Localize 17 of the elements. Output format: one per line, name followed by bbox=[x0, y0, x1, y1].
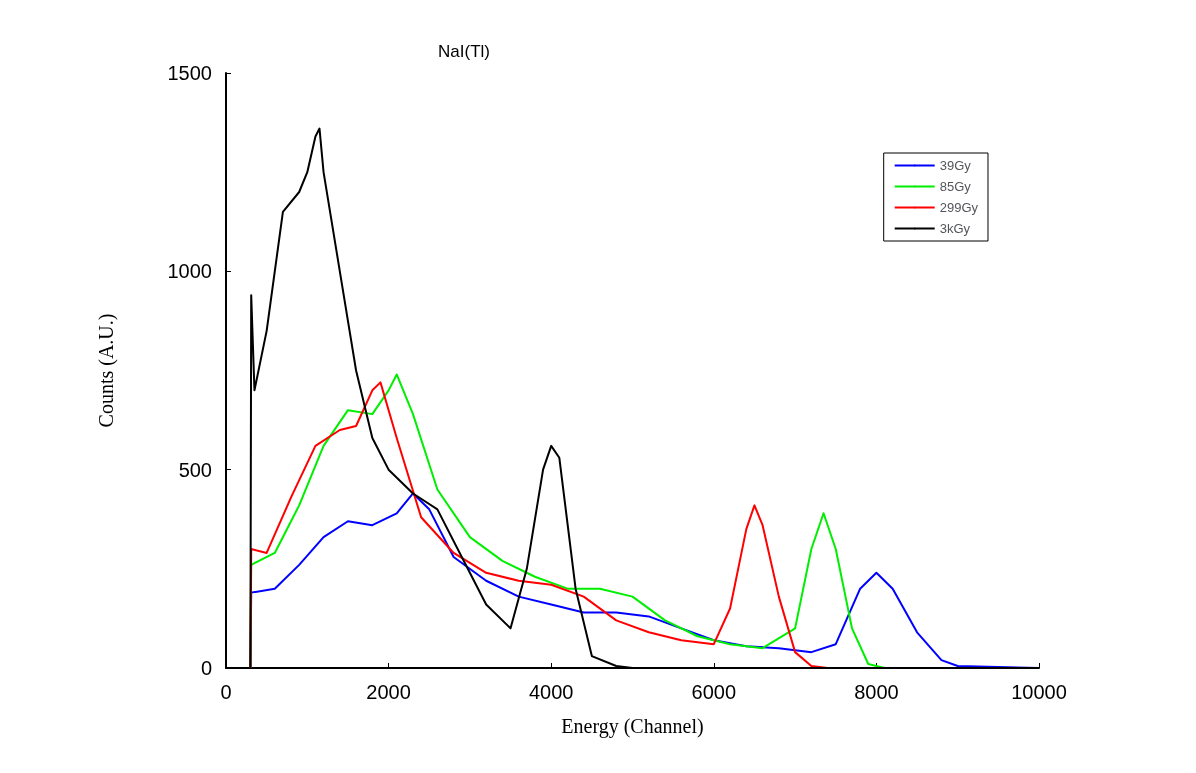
y-tick-label: 1000 bbox=[167, 260, 212, 283]
x-tick-label: 0 bbox=[220, 681, 232, 703]
x-tick-label: 6000 bbox=[691, 681, 737, 703]
legend-label: 3kGy bbox=[939, 221, 971, 236]
y-tick-label: 1500 bbox=[167, 62, 212, 84]
legend-label: 39Gy bbox=[939, 158, 972, 173]
x-tick-label: 10000 bbox=[1011, 681, 1067, 703]
y-axis-title: Counts (A.U.) bbox=[95, 313, 118, 428]
x-axis-title: Energy (Channel) bbox=[561, 715, 704, 738]
legend-label: 85Gy bbox=[939, 179, 972, 194]
y-tick-label: 500 bbox=[178, 458, 212, 481]
x-tick-label: 4000 bbox=[528, 681, 574, 703]
chart-title: NaI(Tl) bbox=[438, 42, 490, 61]
legend-label: 299Gy bbox=[939, 200, 979, 215]
x-tick-label: 8000 bbox=[854, 681, 899, 703]
y-tick-label: 0 bbox=[200, 657, 212, 679]
x-tick-label: 2000 bbox=[366, 681, 411, 703]
